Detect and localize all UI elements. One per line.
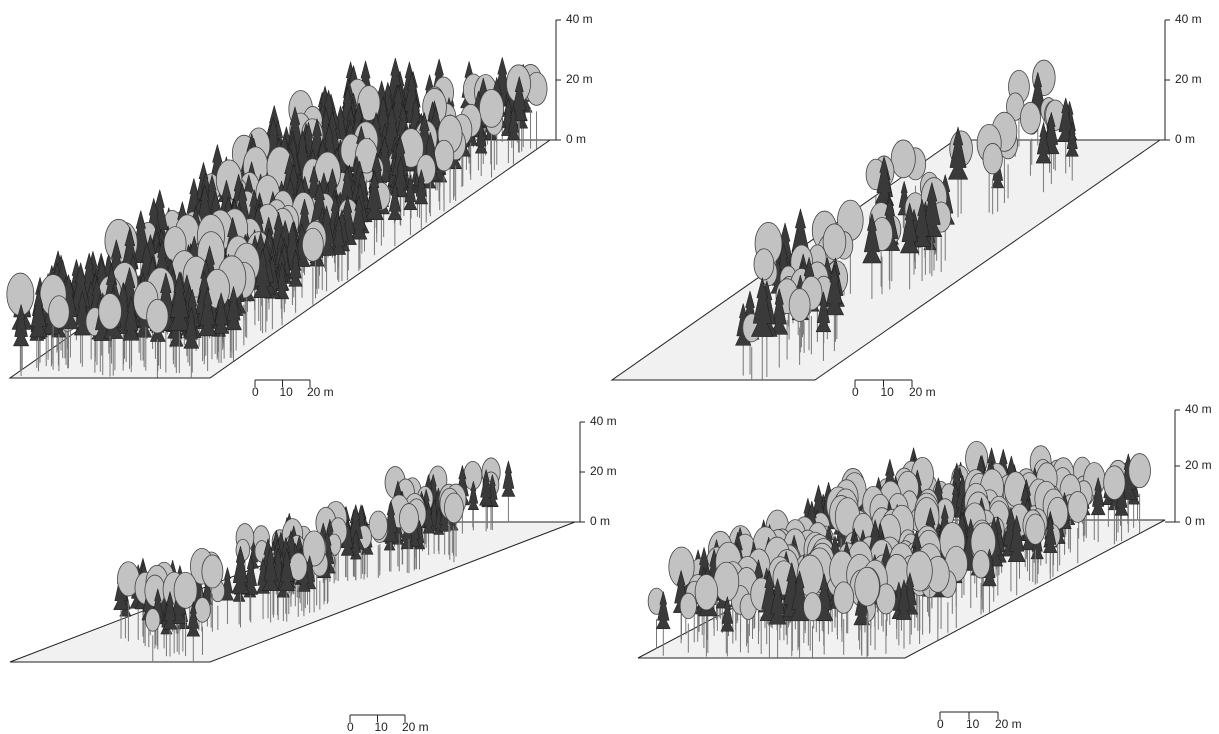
- deciduous-crown: [972, 551, 990, 579]
- deciduous-crown: [202, 555, 223, 588]
- height-label: 20 m: [1185, 458, 1212, 472]
- scale-label: 20 m: [909, 385, 936, 399]
- deciduous-crown: [195, 597, 211, 622]
- height-label: 20 m: [590, 464, 617, 478]
- height-label: 40 m: [1175, 12, 1202, 26]
- deciduous-crown: [789, 289, 810, 322]
- stand-panel: 40 m 20 m 0 m 0 10 20 m: [612, 12, 1202, 399]
- height-label: 20 m: [566, 72, 593, 86]
- deciduous-crown: [1104, 466, 1125, 500]
- deciduous-crown: [754, 249, 774, 280]
- stand-panel: 40 m 20 m 0 m 0 10 20 m: [10, 414, 617, 734]
- scale-label: 0: [252, 385, 259, 399]
- height-label: 0 m: [566, 132, 586, 146]
- stand-panel: 40 m 20 m 0 m 0 10 20 m: [7, 12, 593, 399]
- scale-label: 10: [375, 720, 389, 734]
- scale-label: 20 m: [307, 385, 334, 399]
- deciduous-crown: [146, 609, 160, 632]
- scale-label: 0: [937, 717, 944, 731]
- scale-label: 10: [966, 717, 980, 731]
- deciduous-crown: [49, 296, 70, 328]
- deciduous-crown: [891, 140, 915, 178]
- height-label: 40 m: [1185, 402, 1212, 416]
- scale-label: 10: [881, 385, 895, 399]
- deciduous-crown: [695, 574, 718, 609]
- stand-panel: 40 m 20 m 0 m 0 10 20 m: [638, 402, 1212, 731]
- height-label: 0 m: [590, 514, 610, 528]
- deciduous-crown: [369, 511, 387, 540]
- deciduous-crown: [99, 293, 122, 329]
- height-label: 40 m: [566, 12, 593, 26]
- deciduous-crown: [823, 224, 846, 260]
- deciduous-crown: [479, 89, 503, 127]
- deciduous-crown: [1068, 491, 1088, 522]
- deciduous-crown: [855, 567, 880, 606]
- deciduous-crown: [1026, 514, 1045, 544]
- scale-label: 10: [280, 385, 294, 399]
- height-label: 20 m: [1175, 72, 1202, 86]
- deciduous-crown: [1020, 102, 1040, 134]
- deciduous-crown: [983, 143, 1002, 174]
- deciduous-crown: [444, 493, 463, 523]
- scale-label: 0: [347, 720, 354, 734]
- page: {"panels": [ {"height_labels": ["40 m", …: [0, 0, 1219, 734]
- deciduous-crown: [804, 593, 822, 621]
- deciduous-crown: [145, 575, 165, 607]
- deciduous-crown: [302, 228, 323, 261]
- deciduous-crown: [1129, 454, 1151, 488]
- scale-label: 20 m: [402, 720, 429, 734]
- height-label: 40 m: [590, 414, 617, 428]
- deciduous-crown: [680, 593, 696, 619]
- height-label: 0 m: [1175, 132, 1195, 146]
- height-label: 0 m: [1185, 514, 1205, 528]
- deciduous-crown: [399, 504, 418, 534]
- deciduous-crown: [834, 582, 854, 613]
- scale-label: 20 m: [995, 717, 1022, 731]
- scale-label: 0: [852, 385, 859, 399]
- conifer-crown: [502, 461, 515, 497]
- deciduous-crown: [147, 299, 168, 333]
- figure: 40 m20 m0 m01020 m40 m20 m0 m01020 m40 m…: [0, 0, 1219, 734]
